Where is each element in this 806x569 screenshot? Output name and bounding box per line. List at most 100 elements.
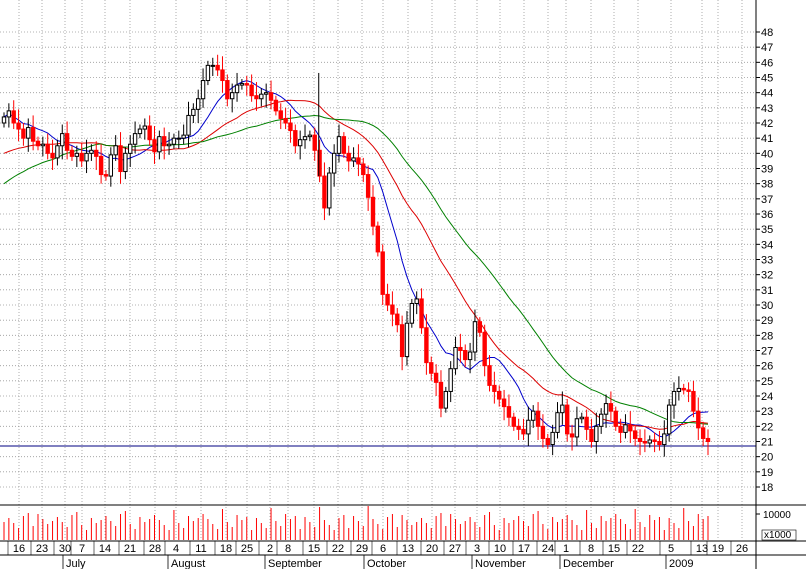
x-day-label: 16 <box>13 543 25 555</box>
x-day-label: 26 <box>736 543 748 555</box>
candle-body <box>35 140 41 147</box>
candle-body <box>249 84 254 97</box>
candle-body <box>55 145 60 159</box>
x-day-label: 28 <box>149 543 161 555</box>
y-tick-label: 21 <box>761 437 773 449</box>
candle-body <box>497 390 502 400</box>
candle-body <box>263 92 269 95</box>
candle-body <box>647 439 652 444</box>
candle-body <box>361 163 366 176</box>
candle-body <box>273 99 279 112</box>
x-day-label: 25 <box>241 543 253 555</box>
y-tick-label: 38 <box>761 179 773 191</box>
candle-body <box>74 152 80 157</box>
candle-body <box>94 149 99 157</box>
y-tick-label: 26 <box>761 361 773 373</box>
x-day-label: 15 <box>608 543 620 555</box>
candle-body <box>482 331 487 367</box>
y-tick-label: 33 <box>761 255 773 267</box>
candle-body <box>375 225 381 253</box>
candle-body <box>113 145 118 156</box>
candle-body <box>584 416 589 430</box>
candle-body <box>686 389 691 392</box>
candle-body <box>414 298 419 304</box>
candle-body <box>336 136 342 154</box>
candle-body <box>409 302 415 324</box>
candle-body <box>390 304 395 315</box>
candle-body <box>205 64 211 82</box>
candle-body <box>210 64 215 67</box>
candle-body <box>700 427 706 439</box>
candle-body <box>652 439 657 443</box>
candle-body <box>555 412 560 433</box>
candle-body <box>569 433 575 438</box>
candle-body <box>181 134 186 139</box>
candle-body <box>307 134 313 138</box>
candle-body <box>492 384 497 392</box>
candle-body <box>594 425 599 443</box>
candle-body <box>574 418 580 438</box>
candle-body <box>429 362 434 374</box>
x-day-label: 8 <box>588 543 594 555</box>
candle-body <box>463 350 468 361</box>
candle-body <box>191 108 196 116</box>
candle-body <box>642 441 648 444</box>
volume-tick-label: 10000 <box>763 510 791 521</box>
x-day-label: 8 <box>285 543 291 555</box>
candle-body <box>433 372 439 383</box>
candle-body <box>535 410 541 427</box>
candle-body <box>385 293 390 306</box>
x-day-label: 22 <box>332 543 344 555</box>
candle-body <box>681 387 686 391</box>
candle-body <box>691 390 696 412</box>
y-tick-label: 48 <box>761 27 773 39</box>
candle-body <box>98 155 104 176</box>
candle-body <box>438 381 444 409</box>
candle-body <box>215 64 220 71</box>
x-day-label: 19 <box>712 543 724 555</box>
candle-body <box>545 437 550 446</box>
volume-scale-box <box>761 529 797 541</box>
candle-body <box>696 410 701 429</box>
candle-body <box>632 430 638 439</box>
candle-body <box>166 143 172 147</box>
candle-body <box>671 390 677 406</box>
candle-body <box>244 83 249 86</box>
candle-body <box>351 157 356 162</box>
y-tick-label: 34 <box>761 239 773 251</box>
x-day-label: 7 <box>79 543 85 555</box>
candle-body <box>404 322 410 358</box>
grid <box>0 0 756 540</box>
x-day-label: 29 <box>356 543 368 555</box>
candle-body <box>220 69 225 82</box>
volume-scale-label: x1000 <box>764 530 792 541</box>
x-day-label: 1 <box>563 543 569 555</box>
candle-body <box>618 425 623 433</box>
candle-body <box>288 122 293 132</box>
y-tick-label: 43 <box>761 103 773 115</box>
candle-body <box>176 137 181 140</box>
candle-body <box>123 152 128 173</box>
x-day-label: 13 <box>402 543 414 555</box>
x-month-label: December <box>563 558 614 569</box>
candle-body <box>278 110 283 119</box>
x-day-label: 17 <box>518 543 530 555</box>
x-day-label: 14 <box>99 543 111 555</box>
volume-panel <box>3 506 709 540</box>
y-tick-label: 36 <box>761 209 773 221</box>
candle-body <box>297 139 303 147</box>
x-day-label: 23 <box>36 543 48 555</box>
x-day-label: 3 <box>474 543 480 555</box>
candle-body <box>579 416 584 420</box>
candle-body <box>399 324 405 358</box>
x-day-label: 6 <box>380 543 386 555</box>
candle-body <box>137 128 143 135</box>
candle-body <box>501 398 507 408</box>
candle-body <box>312 134 317 151</box>
candle-body <box>128 143 133 154</box>
candle-body <box>40 143 46 147</box>
candle-body <box>6 110 12 118</box>
candle-body <box>395 313 400 326</box>
x-day-label: 11 <box>195 543 206 555</box>
